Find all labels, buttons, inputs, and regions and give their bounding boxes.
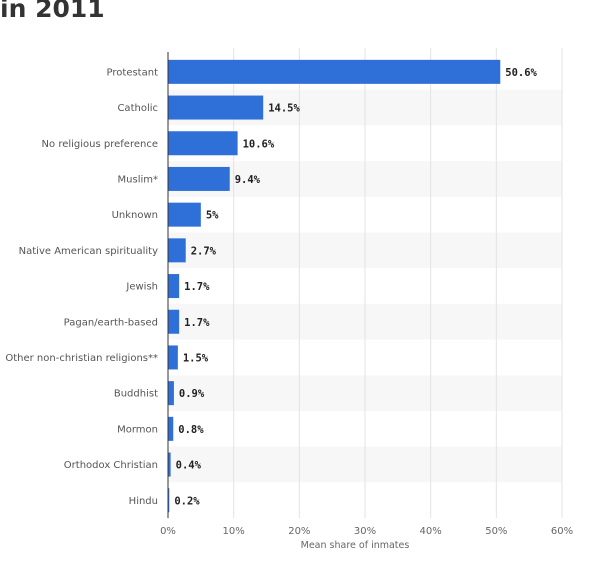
bar	[168, 59, 501, 84]
chart-heading: in 2011	[0, 0, 105, 23]
bar	[168, 274, 180, 299]
category-label: Native American spirituality	[19, 246, 158, 257]
bar	[168, 202, 201, 227]
category-label: Buddhist	[114, 389, 158, 400]
category-label: Pagan/earth-based	[64, 317, 158, 328]
bar	[168, 345, 178, 370]
category-label: Catholic	[117, 103, 158, 114]
value-label: 2.7%	[191, 245, 217, 257]
category-label: Jewish	[125, 282, 158, 293]
bar	[168, 416, 174, 441]
bar	[168, 309, 180, 334]
x-tick-label: 60%	[551, 526, 573, 537]
value-label: 9.4%	[235, 174, 261, 186]
bar	[168, 166, 230, 191]
bar	[168, 131, 238, 156]
value-label: 0.9%	[179, 388, 205, 400]
value-label: 50.6%	[505, 67, 537, 79]
category-label: Orthodox Christian	[64, 460, 158, 471]
x-tick-label: 20%	[288, 526, 310, 537]
x-tick-label: 0%	[160, 526, 176, 537]
category-label: Protestant	[107, 67, 159, 78]
x-tick-label: 30%	[354, 526, 376, 537]
category-label: No religious preference	[42, 139, 158, 150]
value-label: 10.6%	[243, 138, 275, 150]
category-label: Other non-christian religions**	[5, 353, 158, 364]
bar	[168, 452, 171, 477]
bar	[168, 95, 264, 120]
category-labels: Protestant Catholic No religious preferenc…	[5, 67, 158, 506]
value-label: 1.7%	[184, 281, 210, 293]
bar	[168, 238, 186, 263]
x-axis-title: Mean share of inmates	[301, 540, 410, 551]
bars	[168, 59, 501, 513]
bar	[168, 488, 170, 513]
category-label: Muslim*	[118, 174, 158, 185]
value-label: 0.8%	[178, 424, 204, 436]
x-tick-labels: 0% 10% 20% 30% 40% 50% 60%	[160, 526, 573, 537]
x-tick-label: 40%	[420, 526, 442, 537]
value-label: 1.5%	[183, 352, 209, 364]
value-label: 0.4%	[176, 460, 202, 472]
value-label: 1.7%	[184, 317, 210, 329]
x-tick-label: 10%	[223, 526, 245, 537]
gridlines	[233, 48, 563, 519]
category-label: Unknown	[112, 210, 158, 221]
value-labels: 50.6% 14.5% 10.6% 9.4% 5% 2.7% 1.7% 1.7% 1.5% 0.9…	[174, 67, 537, 507]
value-label: 0.2%	[174, 495, 200, 507]
bar	[168, 381, 174, 406]
value-label: 14.5%	[268, 103, 300, 115]
category-label: Mormon	[117, 424, 158, 435]
x-tick-label: 50%	[485, 526, 507, 537]
category-label: Hindu	[129, 496, 158, 507]
value-label: 5%	[206, 210, 219, 222]
